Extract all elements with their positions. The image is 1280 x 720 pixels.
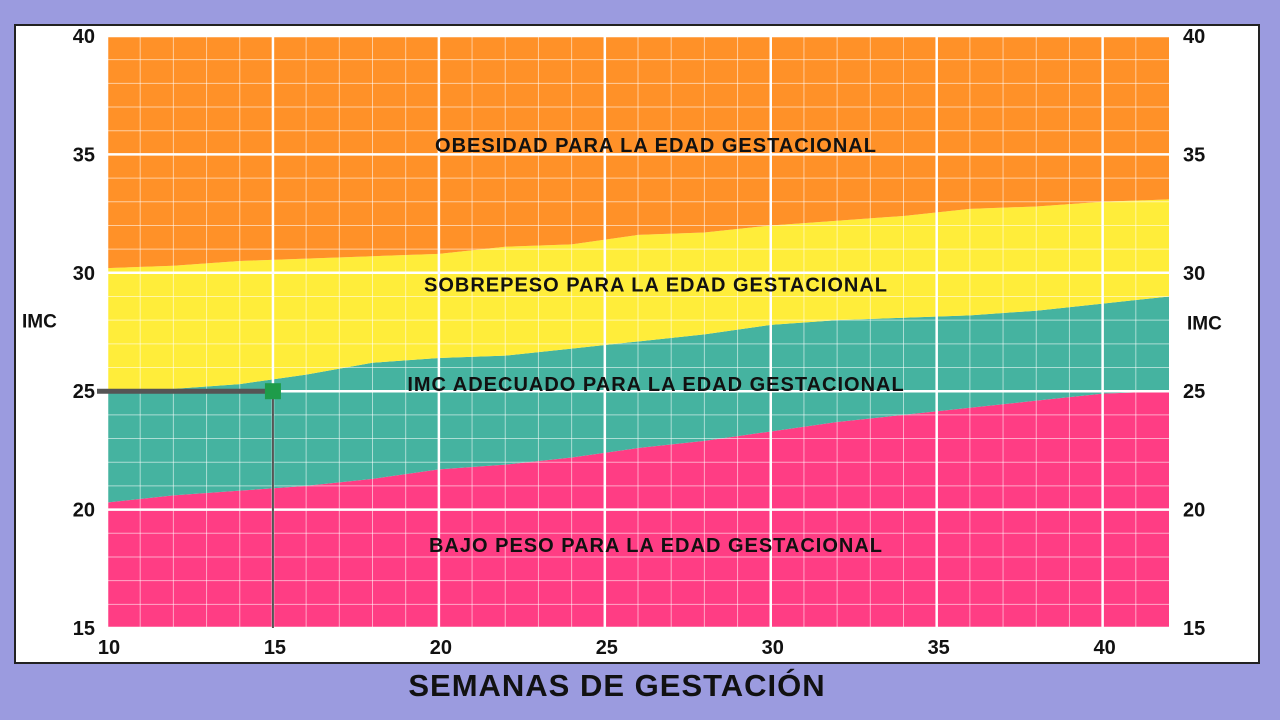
- band-label-3: OBESIDAD PARA LA EDAD GESTACIONAL: [435, 135, 877, 157]
- y-tick-label-right: 15: [1183, 618, 1205, 640]
- y-tick-label-left: 35: [73, 144, 95, 166]
- x-tick-label: 35: [928, 637, 950, 659]
- x-tick-label: 15: [264, 637, 286, 659]
- y-tick-label-left: 40: [73, 26, 95, 48]
- y-axis-label-right: IMC: [1187, 313, 1222, 334]
- chart-frame: 15 15 20 20 25 25 30 30 35 35 40 40 10 15 20 25 30 35 40 IM…: [14, 24, 1260, 664]
- y-tick-label-right: 40: [1183, 26, 1205, 48]
- y-axis-label-left: IMC: [22, 311, 57, 332]
- y-tick-label-right: 20: [1183, 500, 1205, 522]
- y-tick-label-left: 25: [73, 381, 95, 403]
- x-tick-label: 25: [596, 637, 618, 659]
- chart-border: [14, 24, 1260, 664]
- y-tick-label-left: 20: [73, 500, 95, 522]
- y-tick-label-right: 30: [1183, 263, 1205, 285]
- x-tick-label: 20: [430, 637, 452, 659]
- x-tick-label: 40: [1094, 637, 1116, 659]
- x-tick-label: 10: [98, 637, 120, 659]
- band-label-0: BAJO PESO PARA LA EDAD GESTACIONAL: [429, 535, 883, 557]
- x-tick-label: 30: [762, 637, 784, 659]
- y-tick-label-right: 25: [1183, 381, 1205, 403]
- marker-point: [264, 383, 281, 400]
- y-tick-label-left: 15: [73, 618, 95, 640]
- x-axis-label: SEMANAS DE GESTACIÓN: [408, 668, 826, 703]
- band-label-2: SOBREPESO PARA LA EDAD GESTACIONAL: [424, 275, 888, 297]
- band-label-1: IMC ADECUADO PARA LA EDAD GESTACIONAL: [407, 374, 904, 396]
- y-tick-label-left: 30: [73, 263, 95, 285]
- y-tick-label-right: 35: [1183, 144, 1205, 166]
